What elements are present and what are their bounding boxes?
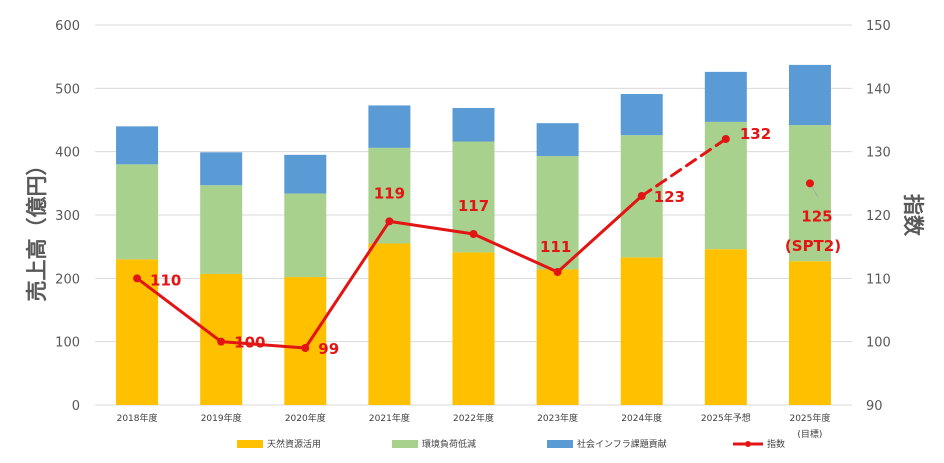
x-tick-label: 2025年度 <box>789 412 830 424</box>
y-tick-label: 500 <box>55 82 80 97</box>
bar-segment <box>704 121 747 250</box>
bar-segment <box>284 193 327 278</box>
index-line-segment <box>556 194 644 274</box>
bar-segment <box>284 277 327 405</box>
data-label: 111 <box>540 238 571 256</box>
y2-axis-title: 指数 <box>901 194 925 237</box>
bar-segment <box>536 269 579 405</box>
bar-segment <box>116 259 159 405</box>
x-tick-label: 2020年度 <box>285 412 326 424</box>
index-point <box>301 344 310 352</box>
legend-label: 社会インフラ課題貢献 <box>577 438 667 450</box>
y-tick-label: 300 <box>55 209 80 224</box>
x-tick-sublabel: (目標) <box>797 428 822 440</box>
index-point <box>133 274 142 283</box>
bar-segment <box>788 261 831 405</box>
bar-segment <box>452 107 495 142</box>
legend-label: 環境負荷低減 <box>422 438 476 450</box>
bar-segment <box>368 105 411 148</box>
legend-swatch <box>547 440 573 448</box>
data-label: 99 <box>318 340 339 358</box>
legend-swatch <box>237 440 263 448</box>
bar-segment <box>116 126 159 165</box>
x-tick-label: 2023年度 <box>537 412 578 424</box>
y-tick-label: 400 <box>55 146 80 161</box>
bar-segment <box>536 123 579 157</box>
legend-label: 天然資源活用 <box>267 438 321 450</box>
data-label: 119 <box>374 184 405 202</box>
data-label: 117 <box>458 197 489 215</box>
x-axis-labels: 2018年度 2019年度 2020年度 2021年度 2022年度 2023年度 2024… <box>117 412 831 440</box>
bar-segment <box>788 125 831 262</box>
legend: 天然資源活用 環境負荷低減 社会インフラ課題貢献 指数 <box>237 438 785 450</box>
index-line-segment <box>640 137 728 198</box>
y2-tick-label: 150 <box>866 19 891 34</box>
y-axis-title: 売上高（億円） <box>25 155 49 302</box>
bars <box>116 64 831 405</box>
bar-segment <box>704 249 747 405</box>
index-point <box>721 135 730 143</box>
y-tick-label: 100 <box>55 336 80 351</box>
y2-tick-label: 120 <box>866 209 891 224</box>
bar-segment <box>284 154 327 194</box>
index-line-segment <box>472 232 560 274</box>
data-label: 125 <box>801 207 832 225</box>
index-point <box>637 192 646 200</box>
bar-segment <box>536 156 579 270</box>
data-label: 100 <box>234 334 265 352</box>
index-line-segment <box>303 219 391 350</box>
index-line-segment <box>219 340 307 350</box>
legend-swatch <box>392 440 418 448</box>
index-point <box>553 268 562 276</box>
bar-segment <box>620 94 663 136</box>
bar-segment <box>116 164 159 260</box>
x-tick-label: 2022年度 <box>453 412 494 424</box>
bar-segment <box>620 257 663 405</box>
bar-segment <box>368 243 411 405</box>
y-tick-label: 200 <box>55 272 80 287</box>
bar-segment <box>704 71 747 122</box>
y-axis-ticks: 0 100 200 300 400 500 600 <box>55 19 80 414</box>
legend-label: 指数 <box>767 438 785 450</box>
index-line-segment <box>135 276 223 344</box>
x-tick-label: 2021年度 <box>369 412 410 424</box>
data-label: 132 <box>740 125 771 143</box>
y2-tick-label: 90 <box>866 399 883 414</box>
index-point <box>385 217 394 226</box>
x-tick-label: 2018年度 <box>117 412 158 424</box>
data-labels: 110 100 99 119 117 111 123 132 125 <box>150 125 833 358</box>
bar-segment <box>200 152 243 186</box>
x-tick-label: 2019年度 <box>201 412 242 424</box>
y2-tick-label: 110 <box>866 272 891 287</box>
legend-marker <box>745 441 751 447</box>
target-point <box>805 179 814 188</box>
bar-segment <box>200 185 243 274</box>
x-tick-label: 2024年度 <box>621 412 662 424</box>
data-label: 123 <box>654 188 685 206</box>
x-tick-label: 2025年予想 <box>701 412 751 424</box>
data-label: 110 <box>150 271 181 289</box>
target-note-label: (SPT2) <box>785 237 841 255</box>
index-line-segment <box>387 219 475 236</box>
index-line <box>133 135 819 352</box>
y2-tick-label: 100 <box>866 336 891 351</box>
index-point <box>469 230 478 238</box>
bar-segment <box>452 252 495 405</box>
y-tick-label: 600 <box>55 19 80 34</box>
y2-axis-ticks: 90 100 110 120 130 140 150 <box>866 19 891 414</box>
bar-segment <box>368 147 411 244</box>
y-tick-label: 0 <box>72 399 80 414</box>
index-point <box>217 337 226 346</box>
y2-tick-label: 140 <box>866 82 891 97</box>
bar-segment <box>788 64 831 126</box>
y2-tick-label: 130 <box>866 146 891 161</box>
